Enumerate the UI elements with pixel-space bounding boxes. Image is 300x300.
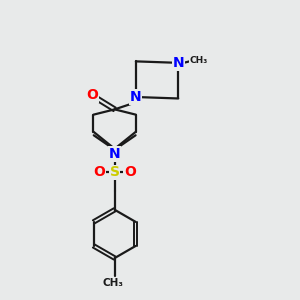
- Text: O: O: [124, 165, 136, 179]
- Text: N: N: [130, 90, 142, 104]
- Text: N: N: [172, 56, 184, 70]
- Text: S: S: [110, 165, 120, 179]
- Text: O: O: [93, 165, 105, 179]
- Text: CH₃: CH₃: [189, 56, 207, 65]
- Text: CH₃: CH₃: [103, 278, 124, 288]
- Text: O: O: [87, 88, 98, 102]
- Text: N: N: [109, 147, 121, 161]
